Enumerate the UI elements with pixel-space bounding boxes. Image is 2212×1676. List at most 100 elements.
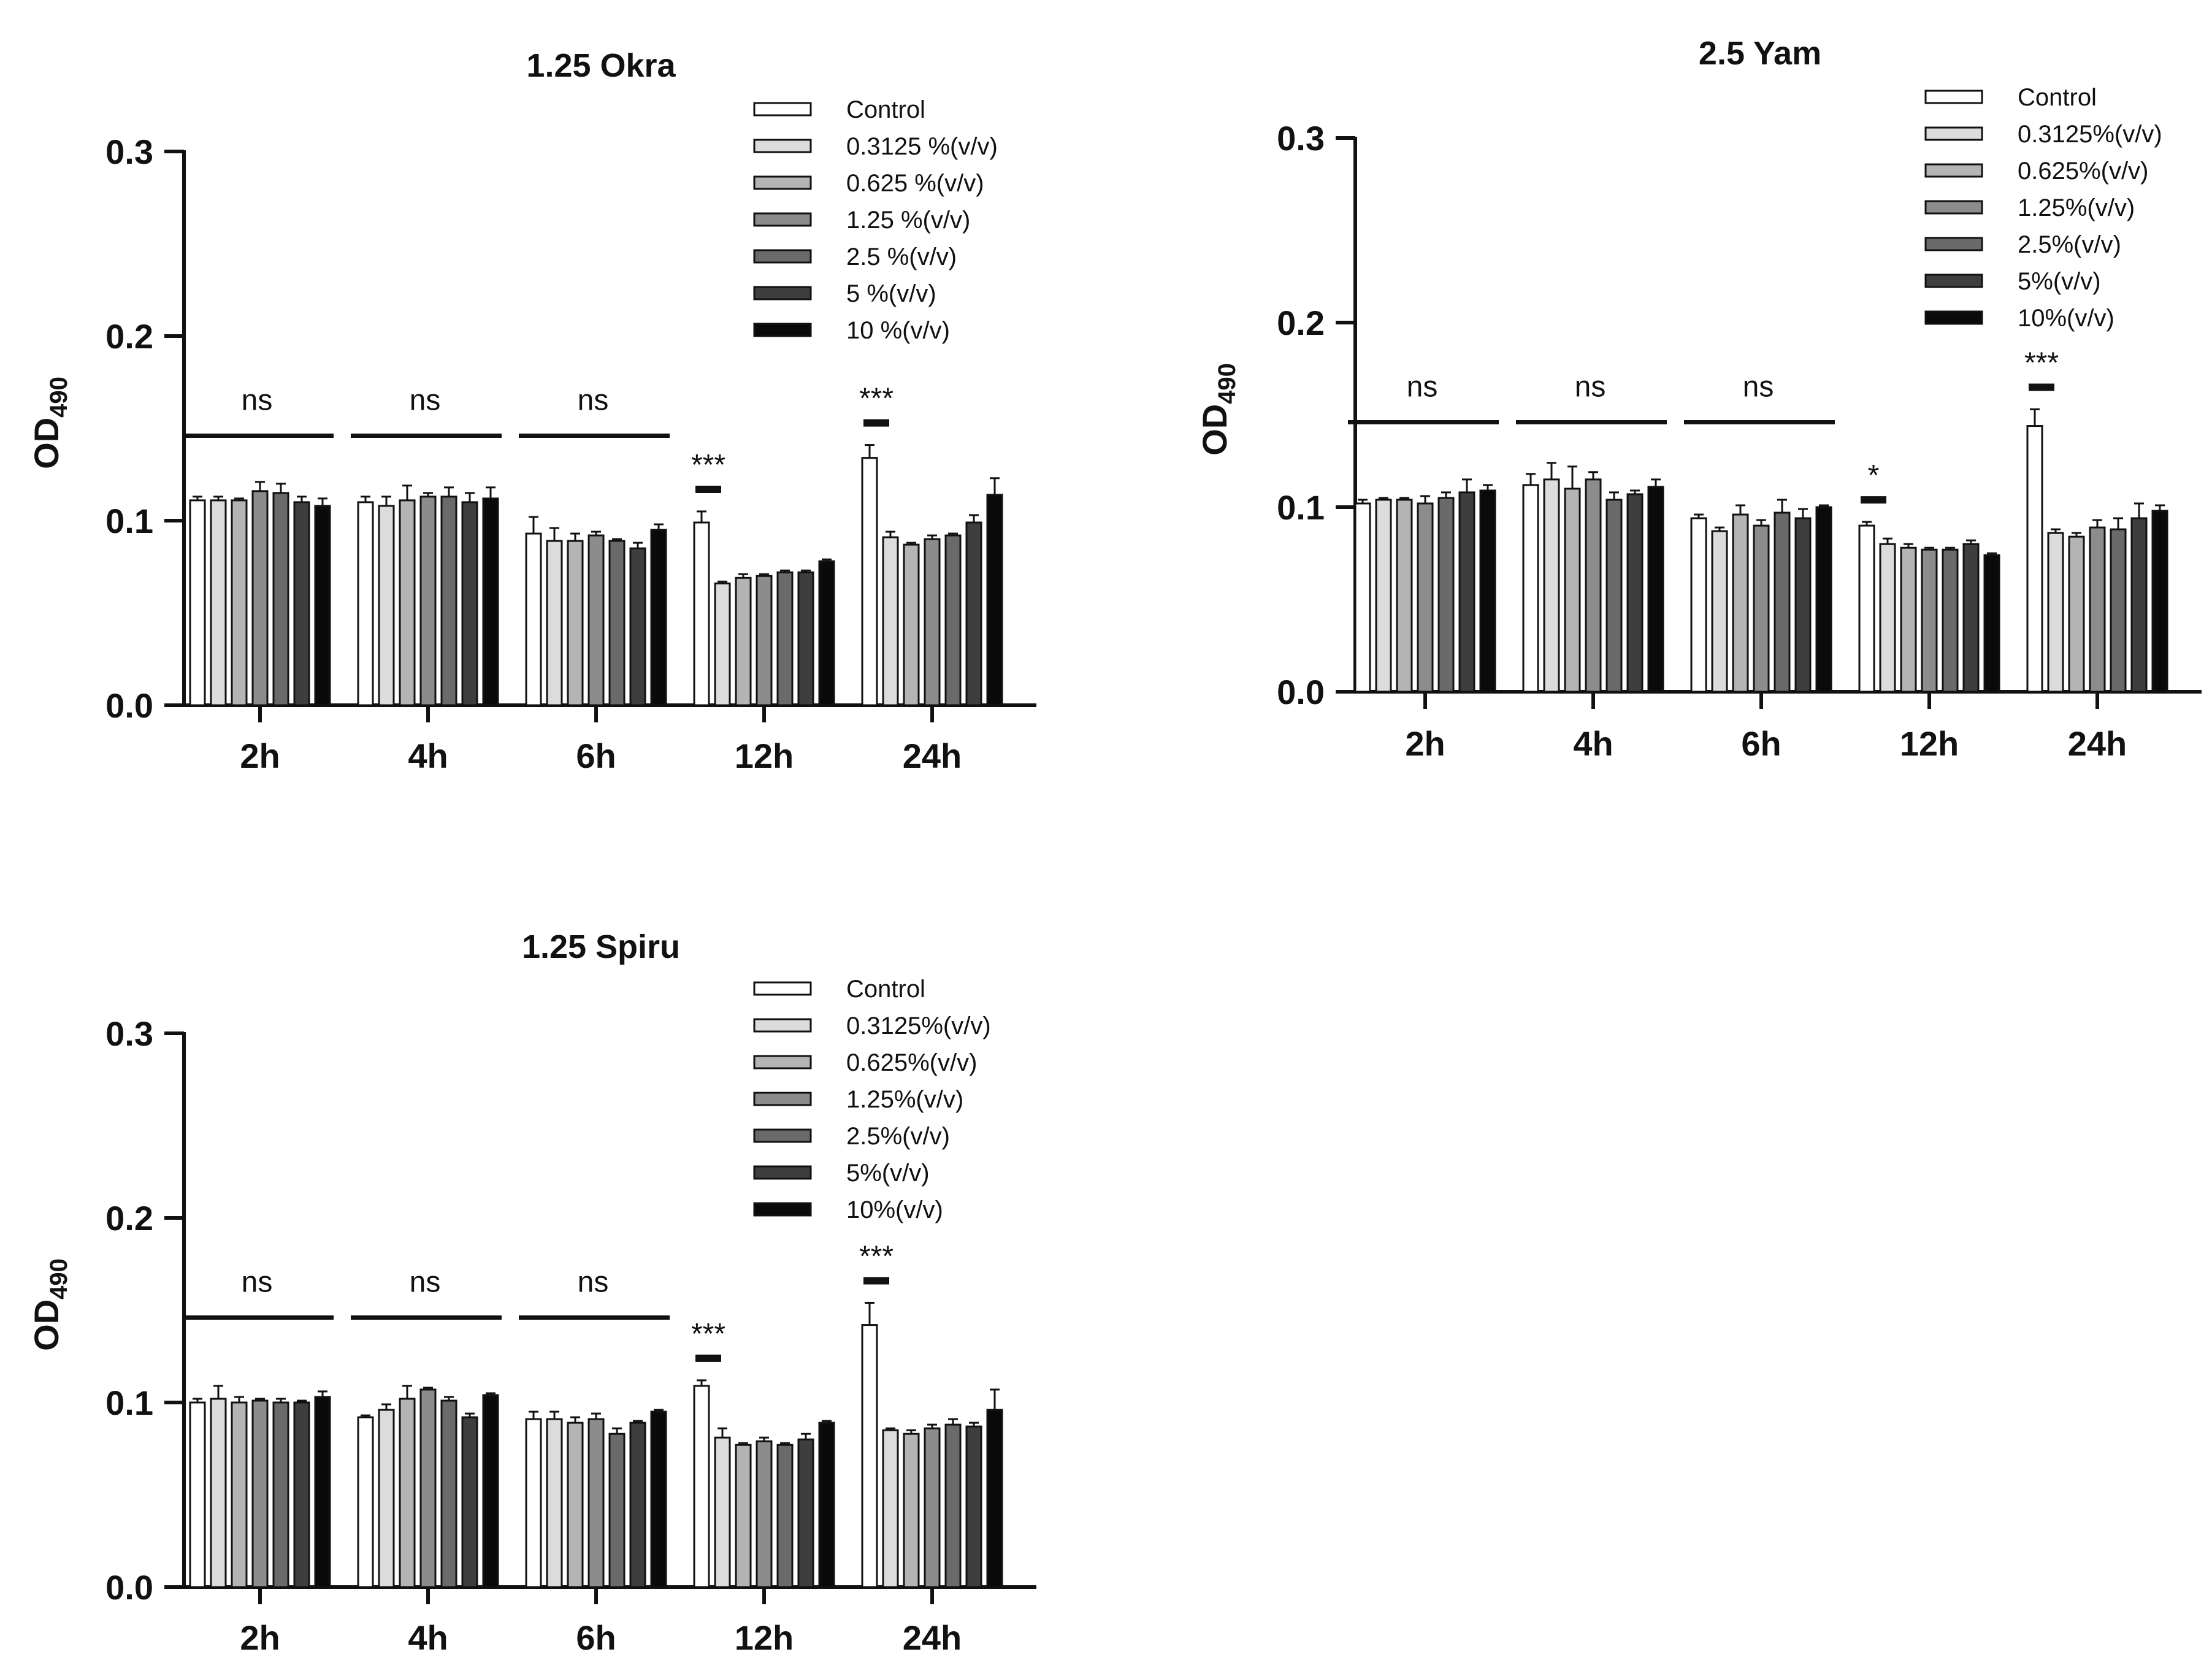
bar [1437, 497, 1455, 693]
bar [525, 1418, 542, 1588]
bar [210, 1398, 227, 1588]
chart-okra: 1.25 Okra 0.0 0.1 0.2 0.3 OD490 2h ns 4h ns 6h ns 12… [27, 47, 1036, 775]
bar [357, 1416, 374, 1588]
y-axis-title-main: OD [27, 1299, 66, 1351]
bar [440, 1399, 457, 1588]
bar [629, 1422, 646, 1588]
y-tick-label: 0.0 [1277, 673, 1325, 711]
bar [1753, 524, 1770, 693]
legend-swatch [753, 102, 812, 117]
bar [1417, 502, 1434, 693]
y-axis-title-subscript: 490 [1214, 363, 1241, 404]
y-tick-label: 0.2 [1277, 304, 1325, 342]
bar [1962, 543, 1980, 693]
legend-swatch [1924, 163, 1983, 178]
x-tick-label: 24h [2068, 724, 2127, 763]
bar [314, 1396, 331, 1588]
bar [546, 540, 563, 706]
significance-label: *** [859, 1240, 894, 1272]
significance-label: *** [691, 1318, 725, 1350]
x-tick-label: 6h [1741, 724, 1781, 763]
legend-swatch [753, 323, 812, 337]
bar [965, 1425, 982, 1588]
y-axis-title-main: OD [27, 418, 66, 469]
bar [882, 536, 899, 706]
bar [546, 1418, 563, 1588]
legend-label: 0.625%(v/v) [846, 1049, 977, 1076]
bar [629, 547, 646, 706]
bar [440, 496, 457, 706]
bar [1711, 530, 1728, 693]
significance-label: ns [1575, 371, 1606, 404]
chart-title: 1.25 Spiru [522, 928, 680, 965]
legend-label: 10 %(v/v) [846, 317, 950, 344]
bar [419, 496, 437, 706]
bar [1921, 548, 1938, 693]
legend-swatch [1924, 200, 1983, 215]
y-axis-title-subscript: 490 [45, 1258, 72, 1299]
y-tick-label: 0.1 [105, 502, 153, 540]
legend-swatch [753, 212, 812, 227]
legend-label: 0.3125%(v/v) [846, 1012, 991, 1039]
legend-swatch [753, 1055, 812, 1070]
legend-swatch [1924, 310, 1983, 325]
y-tick-label: 0.0 [105, 686, 153, 725]
bar [1774, 511, 1791, 693]
bar [1732, 513, 1749, 693]
chart-spiru: 1.25 Spiru 0.0 0.1 0.2 0.3 OD490 2h ns 4h ns 6h ns 1… [27, 928, 1036, 1657]
bar [1375, 499, 1392, 693]
bar [756, 1440, 773, 1588]
legend-label: 5%(v/v) [2018, 268, 2101, 295]
x-tick-label: 12h [735, 737, 794, 775]
y-tick-label: 0.0 [105, 1568, 153, 1607]
bar [714, 582, 731, 706]
bar [378, 1409, 395, 1588]
legend-swatch [1924, 274, 1983, 288]
bar [776, 571, 794, 706]
y-tick-label: 0.1 [1277, 488, 1325, 527]
y-axis-title: OD490 [27, 377, 72, 469]
significance-label: ns [1743, 371, 1774, 404]
legend-swatch [753, 139, 812, 153]
bar [1794, 517, 1812, 693]
legend-label: Control [2018, 84, 2097, 111]
legend-label: Control [846, 96, 925, 123]
bar [357, 501, 374, 706]
bar [1858, 524, 1875, 693]
bar [461, 501, 478, 706]
significance-label: ns [578, 385, 609, 417]
legend-label: 2.5%(v/v) [2018, 231, 2121, 258]
legend-swatch [1924, 237, 1983, 251]
bar [797, 1438, 814, 1588]
legend-label: 0.625%(v/v) [2018, 158, 2148, 185]
y-axis-title-main: OD [1195, 404, 1234, 456]
significance-label: *** [2024, 346, 2059, 379]
x-tick-label: 12h [735, 1618, 794, 1657]
y-axis-title: OD490 [1195, 363, 1241, 456]
y-tick-label: 0.3 [105, 1014, 153, 1053]
significance-label: ns [242, 385, 273, 417]
bar [986, 494, 1003, 706]
bar [735, 576, 752, 706]
bar [776, 1444, 794, 1588]
significance-label: ns [410, 1266, 441, 1299]
bar [1458, 491, 1475, 693]
bar [231, 1401, 248, 1588]
y-axis-title-subscript: 490 [45, 377, 72, 418]
legend-swatch [753, 1202, 812, 1217]
bar [861, 457, 878, 706]
legend-label: 2.5%(v/v) [846, 1123, 950, 1150]
legend-label: 0.3125 %(v/v) [846, 133, 998, 160]
bar [1585, 478, 1602, 693]
bar [944, 534, 962, 706]
legend-label: 5 %(v/v) [846, 280, 936, 307]
bar [965, 521, 982, 706]
x-tick-label: 2h [240, 1618, 280, 1657]
bar [1396, 499, 1413, 693]
significance-label: ns [1407, 371, 1438, 404]
legend-swatch [753, 175, 812, 190]
bar [1942, 548, 1959, 693]
y-axis-label: OD490 [1195, 363, 1241, 456]
x-tick-label: 2h [1405, 724, 1445, 763]
legend-swatch [753, 981, 812, 996]
